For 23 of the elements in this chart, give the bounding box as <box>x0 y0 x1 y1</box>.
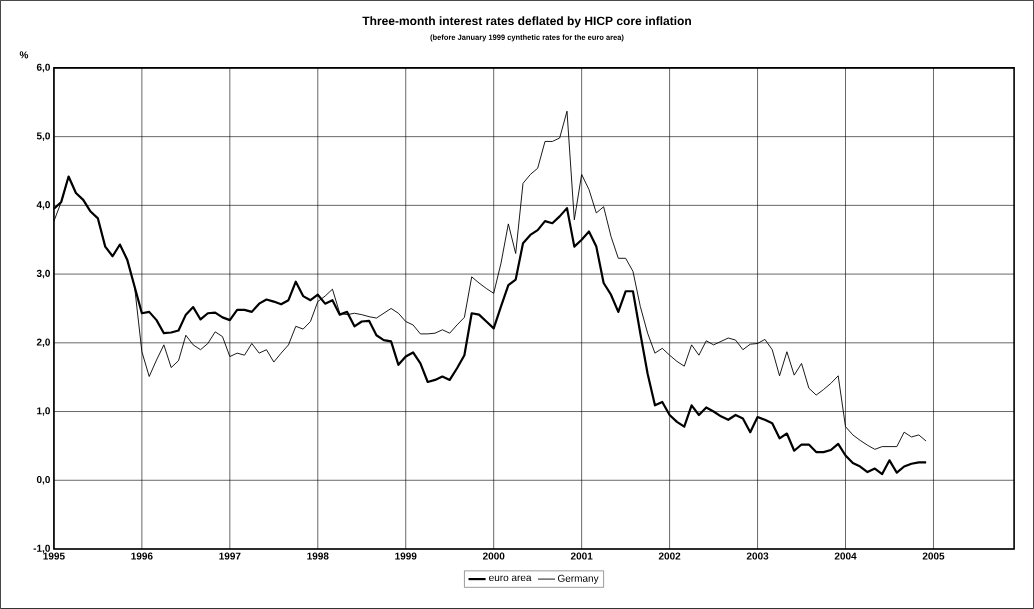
y-tick-label: 5,0 <box>36 132 50 141</box>
chart-title: Three-month interest rates deflated by HICP core inflation <box>362 16 691 28</box>
x-tick-label: 2001 <box>570 552 593 560</box>
x-tick-label: 2003 <box>746 552 769 560</box>
x-tick-label: 1995 <box>43 552 65 560</box>
legend-label: Germany <box>557 574 599 584</box>
x-tick-label: 1999 <box>395 552 417 560</box>
x-tick-label: 2002 <box>658 552 681 560</box>
y-tick-label: -1,0 <box>33 544 50 554</box>
legend-label: euro area <box>489 575 532 582</box>
x-tick-label: 2000 <box>482 552 505 560</box>
y-tick-label: 2,0 <box>36 338 50 348</box>
x-tick-label: 2005 <box>922 552 945 560</box>
y-tick-label: 4,0 <box>36 201 50 210</box>
x-tick-label: 1998 <box>307 552 329 560</box>
x-tick-label: 1997 <box>219 552 241 560</box>
y-tick-label: 3,0 <box>36 269 50 279</box>
x-tick-label: 2004 <box>834 552 857 560</box>
y-axis-title: % <box>19 51 29 59</box>
y-tick-label: 6,0 <box>36 63 50 73</box>
x-tick-label: 1996 <box>131 552 153 560</box>
y-tick-label: 1,0 <box>37 407 50 416</box>
y-tick-label: 0,0 <box>36 476 50 485</box>
